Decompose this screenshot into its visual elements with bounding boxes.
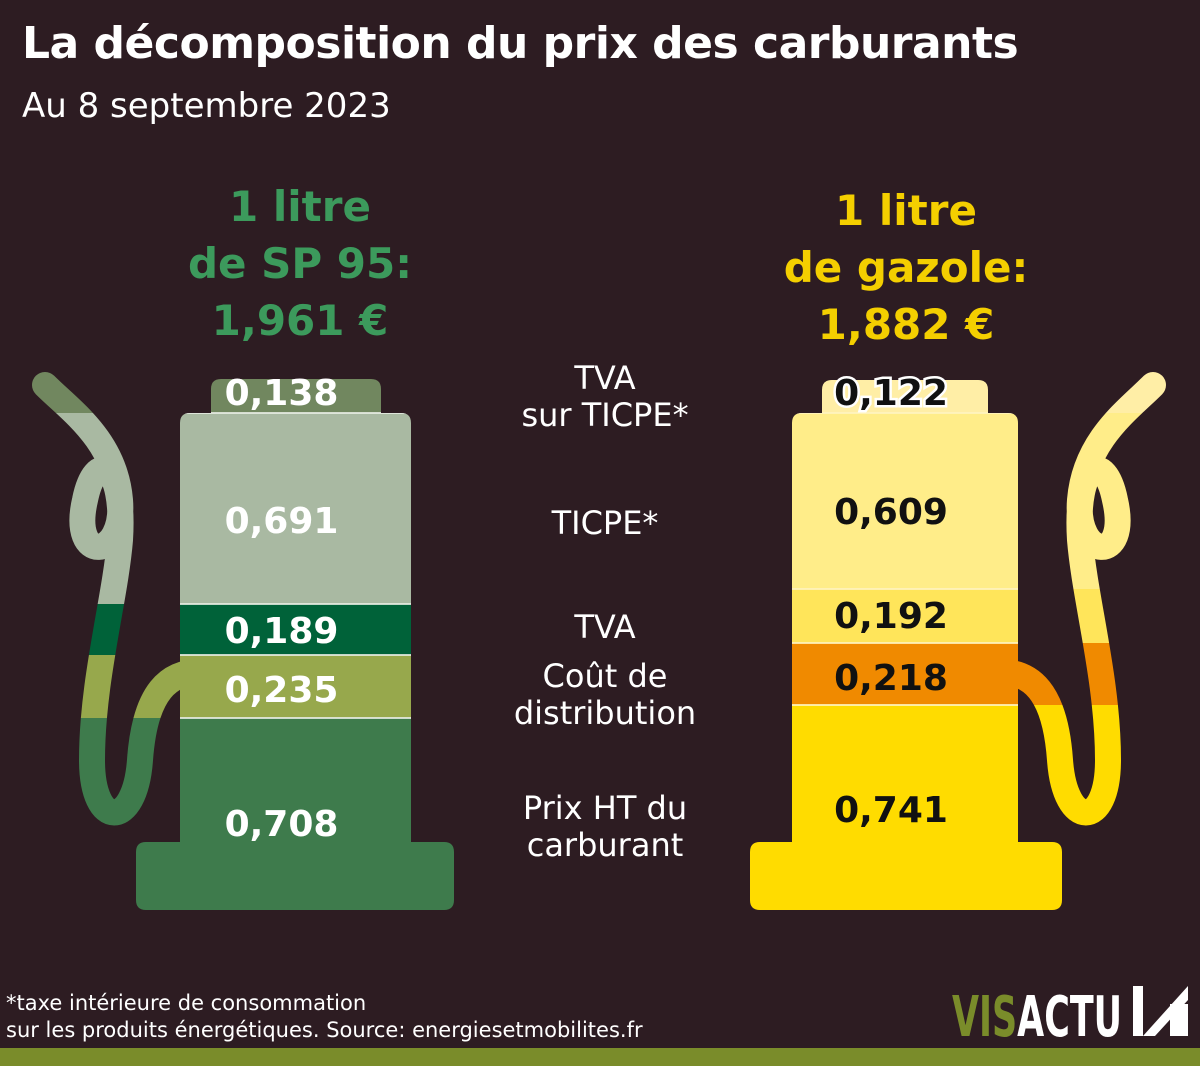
category-label-line: carburant [526, 826, 684, 864]
data-label: 0,708 [225, 804, 339, 845]
category-label-line: TICPE* [551, 504, 659, 542]
bar-segment [136, 604, 454, 655]
category-label-tva: TVA [480, 609, 730, 646]
sp95-heading: 1 litre de SP 95: 1,961 € [150, 178, 450, 349]
data-label: 0,192 [834, 596, 948, 637]
category-label-line: sur TICPE* [521, 396, 689, 434]
footer-bar [0, 1048, 1200, 1066]
category-label-line: Coût de [542, 657, 668, 695]
sp95-heading-price: 1,961 € [211, 296, 389, 345]
gazole-heading-line: 1 litre [835, 186, 977, 235]
data-label: 0,691 [225, 501, 339, 542]
bar-segment [750, 643, 1062, 705]
pump-gazole: 0,122 0,609 0,192 0,218 0,741 [750, 371, 1166, 910]
chart-title: La décomposition du prix des carburants [22, 18, 1019, 69]
bar-segment [136, 718, 454, 910]
data-label: 0,138 [225, 373, 339, 414]
category-label-line: Prix HT du [522, 789, 688, 827]
category-label-prix-ht: Prix HT du carburant [480, 790, 730, 864]
category-label-line: TVA [574, 608, 636, 646]
footnote-line: *taxe intérieure de consommation [6, 991, 367, 1015]
gazole-heading-price: 1,882 € [817, 300, 995, 349]
data-label: 0,122 [834, 373, 948, 414]
fuel-nozzle-hose-icon [32, 372, 213, 826]
category-label-line: TVA [574, 359, 636, 397]
data-label: 0,235 [225, 670, 339, 711]
footnote: *taxe intérieure de consommation sur les… [6, 990, 643, 1044]
pump-sp95: 0,138 0,691 0,189 0,235 0,708 [32, 372, 454, 910]
fuel-nozzle-hose-icon [987, 372, 1166, 826]
bar-segment [750, 413, 1062, 589]
sp95-heading-line: de SP 95: [187, 239, 413, 288]
bar-segment [750, 705, 1062, 910]
category-label-ticpe: TICPE* [480, 505, 730, 542]
category-label-cout-distribution: Coût de distribution [480, 658, 730, 732]
gazole-heading: 1 litre de gazole: 1,882 € [756, 182, 1056, 353]
bar-segment [136, 655, 454, 718]
bar-segment [136, 413, 454, 604]
data-label: 0,189 [225, 611, 339, 652]
data-label: 0,218 [834, 658, 948, 699]
chart-subtitle: Au 8 septembre 2023 [22, 86, 391, 126]
data-label: 0,609 [834, 492, 948, 533]
category-label-tva-sur-ticpe: TVA sur TICPE* [480, 360, 730, 434]
gazole-heading-line: de gazole: [783, 243, 1029, 292]
data-label: 0,741 [834, 790, 948, 831]
category-label-line: distribution [513, 694, 697, 732]
bar-segment [750, 589, 1062, 643]
sp95-heading-line: 1 litre [229, 182, 371, 231]
footnote-line: sur les produits énergétiques. Source: e… [6, 1018, 643, 1042]
